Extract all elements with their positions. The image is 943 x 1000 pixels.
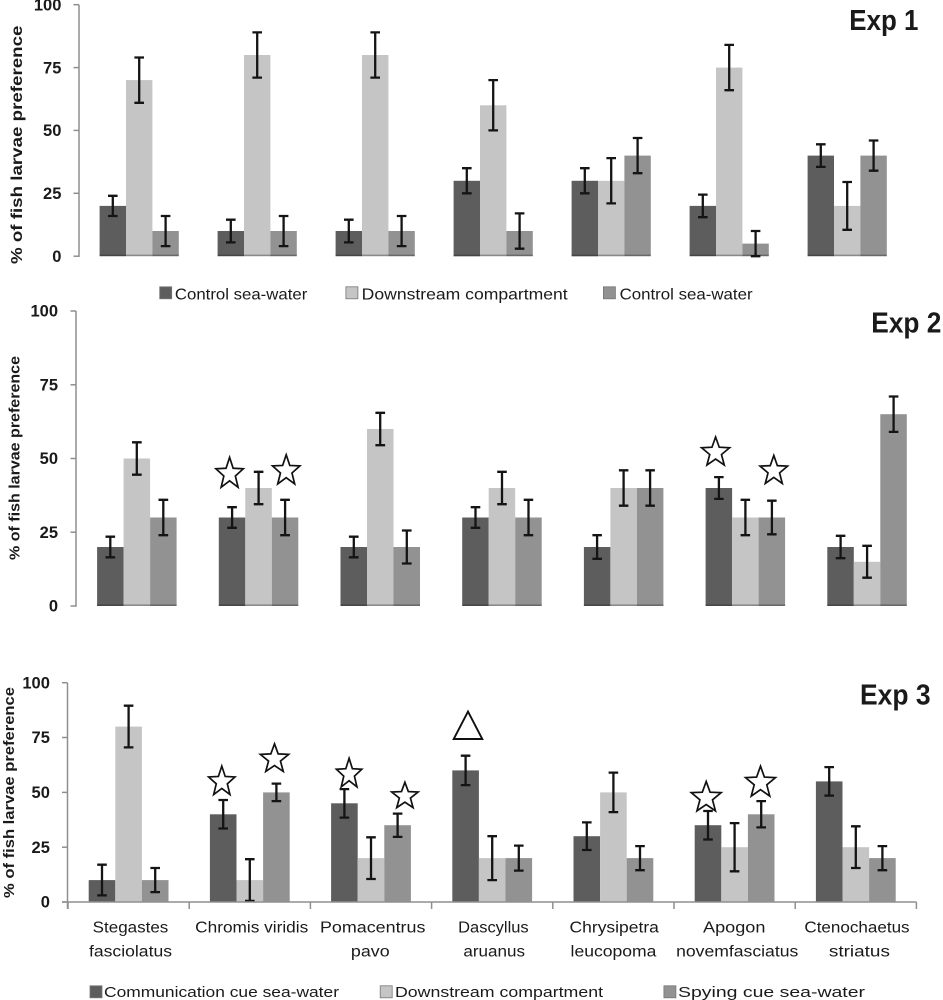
svg-text:Exp 1: Exp 1 (849, 5, 918, 37)
svg-text:25: 25 (40, 524, 58, 542)
svg-text:Dascyllus: Dascyllus (458, 920, 529, 937)
svg-text:Ctenochaetus: Ctenochaetus (804, 920, 909, 937)
svg-text:Stegastes: Stegastes (93, 920, 169, 937)
svg-text:% of fish larvae preference: % of fish larvae preference (1, 687, 18, 898)
svg-text:Control sea-water: Control sea-water (175, 286, 307, 303)
svg-text:75: 75 (43, 59, 61, 77)
svg-text:Apogon: Apogon (703, 920, 765, 937)
svg-text:striatus: striatus (829, 944, 890, 961)
svg-text:% of fish larvae preference: % of fish larvae preference (9, 25, 26, 264)
svg-text:25: 25 (43, 185, 61, 203)
svg-text:Chrysipetra: Chrysipetra (570, 920, 660, 937)
svg-text:75: 75 (40, 376, 58, 394)
svg-text:fasciolatus: fasciolatus (89, 944, 172, 961)
svg-text:Exp 3: Exp 3 (860, 680, 931, 712)
svg-text:pavo: pavo (351, 944, 390, 961)
svg-text:% of fish larvae preference: % of fish larvae preference (8, 356, 24, 560)
svg-text:0: 0 (49, 598, 58, 616)
svg-text:Control sea-water: Control sea-water (620, 286, 753, 303)
svg-text:Communication cue sea-water: Communication cue sea-water (104, 985, 339, 1000)
svg-text:100: 100 (22, 674, 50, 692)
svg-text:Spying cue sea-water: Spying cue sea-water (678, 985, 865, 1000)
svg-text:Chromis viridis: Chromis viridis (195, 920, 308, 937)
svg-text:Pomacentrus: Pomacentrus (320, 920, 426, 937)
svg-text:Exp 2: Exp 2 (871, 307, 941, 339)
svg-text:0: 0 (41, 894, 50, 912)
svg-text:aruanus: aruanus (463, 944, 525, 961)
svg-text:0: 0 (52, 248, 61, 266)
svg-text:50: 50 (32, 784, 50, 802)
svg-text:50: 50 (40, 450, 58, 468)
svg-text:50: 50 (43, 122, 61, 140)
svg-text:Downstream compartment: Downstream compartment (395, 985, 603, 1000)
svg-text:25: 25 (32, 839, 50, 857)
svg-text:100: 100 (34, 0, 62, 14)
svg-text:75: 75 (32, 729, 50, 747)
svg-text:leucopoma: leucopoma (571, 944, 657, 961)
svg-text:novemfasciatus: novemfasciatus (676, 944, 798, 961)
svg-text:100: 100 (30, 303, 58, 321)
svg-text:Downstream compartment: Downstream compartment (362, 286, 569, 303)
